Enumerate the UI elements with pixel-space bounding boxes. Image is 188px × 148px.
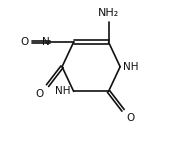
Text: NH: NH [55, 86, 70, 96]
Text: NH₂: NH₂ [98, 8, 119, 18]
Text: N: N [42, 37, 50, 47]
Text: O: O [36, 89, 44, 99]
Text: O: O [20, 37, 29, 47]
Text: O: O [127, 113, 135, 123]
Text: NH: NH [123, 62, 139, 72]
